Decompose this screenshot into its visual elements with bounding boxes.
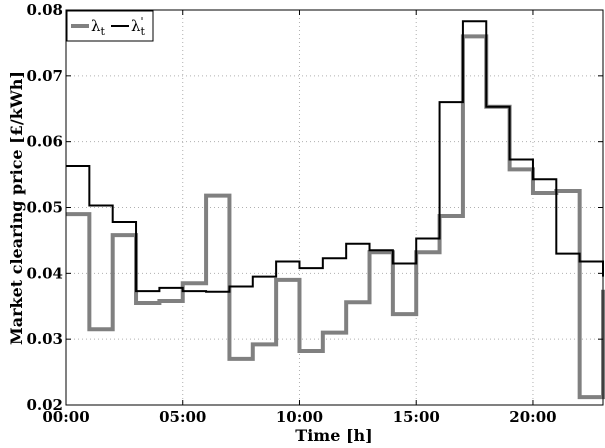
y-tick-labels: 0.02 0.03 0.04 0.05 0.06 0.07 0.08 [26, 1, 63, 414]
legend: λt λ' t [66, 10, 154, 42]
legend-label-lambda-t: λt [91, 17, 106, 38]
grid-lines [66, 10, 603, 405]
x-tick-label: 10:00 [276, 408, 323, 426]
x-tick-label: 15:00 [393, 408, 440, 426]
y-tick-label: 0.07 [26, 67, 63, 85]
y-tick-label: 0.02 [26, 396, 63, 414]
series-layer [66, 20, 605, 400]
series-line-lambda-t [66, 34, 605, 400]
x-tick-label: 20:00 [509, 408, 556, 426]
y-axis-label: Market clearing price [£/kWh] [7, 71, 26, 345]
x-axis-label: Time [h] [295, 426, 372, 445]
series-line-lambda-prime-t [66, 20, 604, 293]
x-tick-labels: 00:00 05:00 10:00 15:00 20:00 [42, 408, 556, 426]
y-tick-label: 0.04 [26, 264, 63, 282]
y-tick-label: 0.08 [26, 1, 63, 19]
tick-marks [65, 9, 603, 406]
legend-label-lambda-prime-t: λ' t [131, 15, 146, 38]
x-tick-label: 00:00 [42, 408, 89, 426]
x-tick-label: 05:00 [159, 408, 206, 426]
y-tick-label: 0.05 [26, 199, 63, 217]
y-tick-label: 0.03 [26, 330, 63, 348]
legend-box [66, 10, 154, 42]
y-tick-label: 0.06 [26, 133, 63, 151]
